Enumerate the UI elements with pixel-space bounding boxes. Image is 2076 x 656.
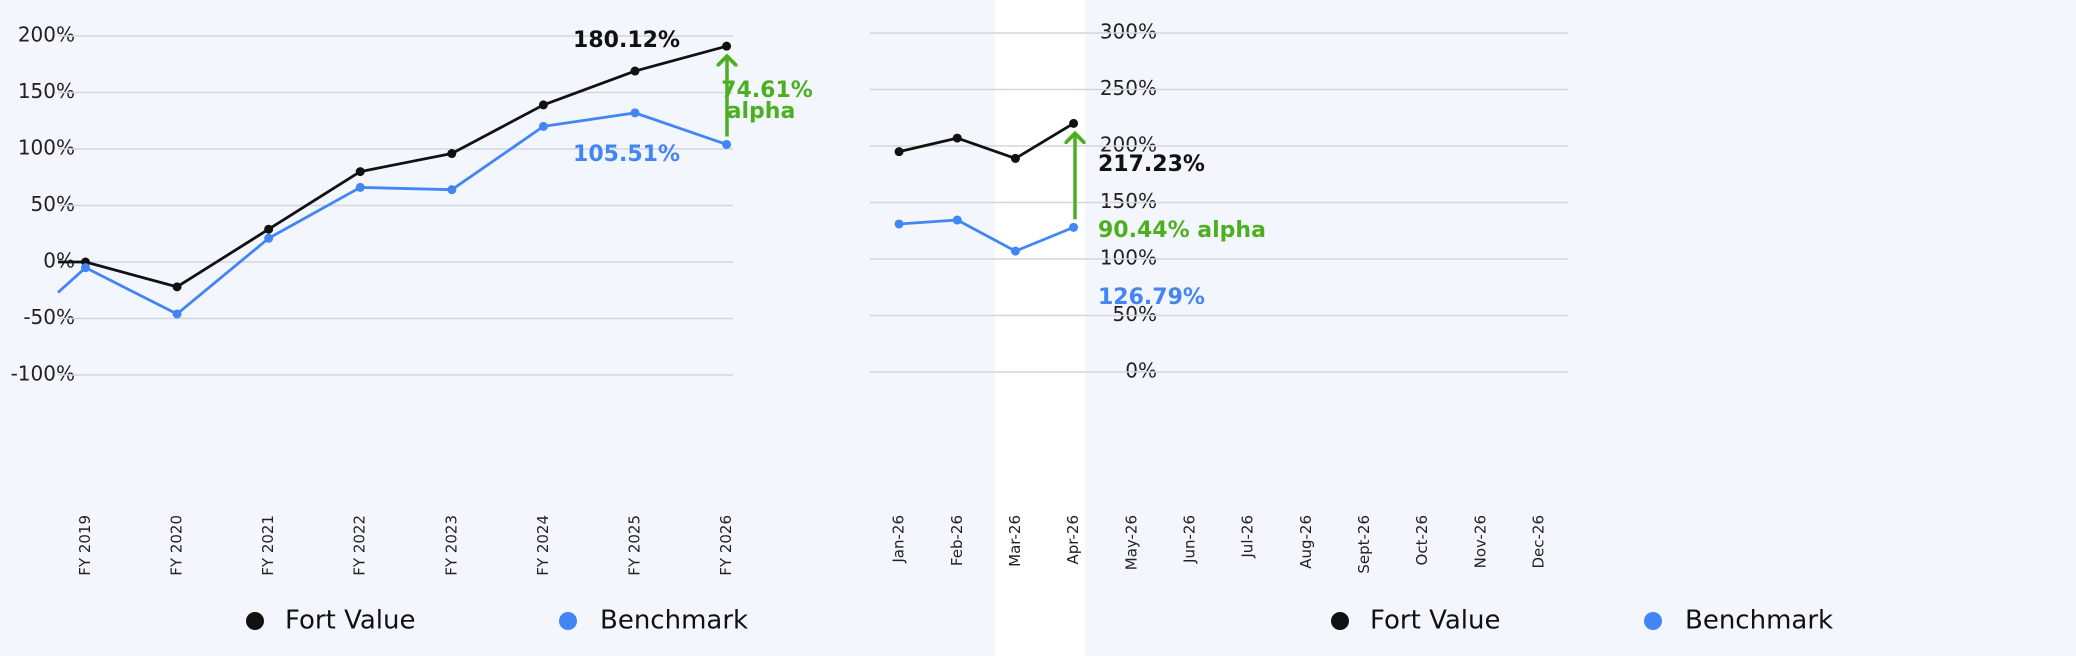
x-tick-label: Dec-26 [1529, 515, 1547, 569]
x-tick-label: FY 2025 [626, 515, 644, 576]
x-tick-label: Aug-26 [1297, 515, 1315, 569]
x-tick-label: FY 2026 [717, 515, 735, 576]
series-point [722, 139, 732, 149]
chart: FY 2019 FY 2020 FY 2021 FY 2022 FY 2023 FY 20… [11, 23, 813, 636]
x-tick-label: Feb-26 [948, 515, 966, 566]
y-tick-label: 300% [1100, 20, 1157, 44]
y-tick-label: 200% [18, 23, 75, 47]
x-tick-label: Jun-26 [1180, 515, 1198, 564]
x-tick-label: FY 2021 [259, 515, 277, 576]
series-point [172, 282, 182, 292]
annotation: 217.23% [1098, 152, 1205, 177]
annotation: 105.51% [573, 142, 680, 167]
series-point [355, 167, 365, 177]
legend-label: Benchmark [600, 606, 748, 636]
y-tick-label: 150% [18, 79, 75, 103]
series-point [1069, 118, 1079, 128]
annotation: 180.12% [573, 28, 680, 53]
legend-marker [559, 612, 577, 630]
y-tick-label: 200% [1100, 133, 1157, 157]
x-tick-label: May-26 [1122, 515, 1140, 570]
x-tick-label: Jul-26 [1239, 515, 1257, 559]
series-point [1069, 222, 1079, 232]
legend-label: Fort Value [285, 606, 415, 636]
annotation: 90.44% alpha [1098, 218, 1266, 243]
x-tick-label: FY 2024 [534, 515, 552, 576]
y-tick-label: 250% [1100, 76, 1157, 100]
y-tick-label: -100% [11, 362, 75, 386]
y-tick-label: 100% [1100, 246, 1157, 270]
series-point [264, 224, 274, 234]
y-tick-label: 0% [1125, 359, 1157, 383]
series-point [1010, 246, 1020, 256]
x-tick-label: FY 2020 [168, 515, 186, 576]
annotation: 74.61% [721, 78, 813, 103]
panel-right [1085, 0, 2076, 656]
series-point [447, 185, 457, 195]
x-tick-label: Sept-26 [1355, 515, 1373, 574]
y-tick-label: -50% [23, 305, 75, 329]
series-point [538, 121, 548, 131]
annotation: alpha [727, 99, 796, 124]
y-tick-label: 0% [43, 249, 75, 273]
series-point [952, 133, 962, 143]
x-tick-label: FY 2023 [442, 515, 460, 576]
x-tick-label: Oct-26 [1413, 515, 1431, 565]
x-tick-label: Jan-26 [890, 515, 908, 564]
series-point [894, 147, 904, 157]
series-point [447, 149, 457, 159]
legend-marker [1644, 612, 1662, 630]
series-point [264, 233, 274, 243]
x-tick-label: Nov-26 [1471, 515, 1489, 568]
series-point [630, 66, 640, 76]
series-point [630, 108, 640, 118]
legend-marker [1331, 612, 1349, 630]
series-line [898, 218, 1075, 253]
series-point [952, 215, 962, 225]
annotation: 126.79% [1098, 285, 1205, 310]
legend-label: Benchmark [1685, 606, 1833, 636]
y-tick-label: 50% [31, 192, 75, 216]
x-tick-label: Apr-26 [1064, 515, 1082, 565]
legend-marker [246, 612, 264, 630]
y-tick-label: 150% [1100, 189, 1157, 213]
y-tick-label: 100% [18, 136, 75, 160]
series-point [722, 41, 732, 51]
legend-label: Fort Value [1370, 606, 1500, 636]
series-point [538, 100, 548, 110]
x-tick-label: FY 2019 [76, 515, 94, 576]
panel-left [0, 0, 995, 656]
x-tick-label: FY 2022 [351, 515, 369, 576]
series-point [80, 263, 90, 273]
chart: Jan-26 Feb-26 Mar-26 Apr-26 May-26 Jun-26 Jul-… [870, 20, 1833, 636]
series-point [1010, 153, 1020, 163]
y-tick-label: 50% [1113, 302, 1157, 326]
series-point [894, 219, 904, 229]
series-line [898, 122, 1075, 160]
series-point [355, 182, 365, 192]
x-tick-label: Mar-26 [1006, 515, 1024, 567]
series-point [172, 309, 182, 319]
